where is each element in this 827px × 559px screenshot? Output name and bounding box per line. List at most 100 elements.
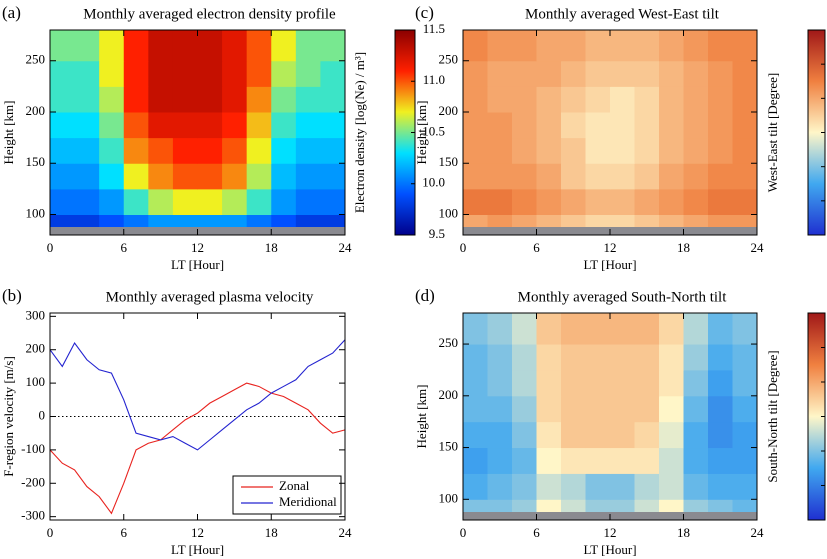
heat-cell: [222, 86, 248, 113]
heat-cell: [50, 163, 76, 190]
heat-cell: [610, 86, 635, 113]
heat-cell: [585, 447, 611, 474]
heat-cell: [222, 60, 248, 87]
y-tick-label: 200: [439, 103, 459, 118]
heat-cell: [197, 60, 223, 87]
heat-cell: [246, 188, 272, 215]
heat-cell: [463, 60, 488, 87]
x-tick-label: 0: [460, 525, 467, 540]
x-tick-label: 0: [47, 240, 54, 255]
heat-cell: [463, 421, 488, 449]
heat-cell: [246, 137, 272, 164]
heat-cell: [295, 163, 321, 190]
heat-cell: [708, 137, 733, 164]
heat-cell: [610, 369, 635, 397]
heat-cell: [683, 163, 709, 190]
heat-cell: [512, 60, 537, 87]
heat-cell: [487, 421, 513, 449]
heat-cell: [512, 395, 537, 423]
heat-cell: [148, 60, 174, 87]
heat-cell: [172, 30, 198, 62]
heat-cell: [634, 395, 660, 423]
heat-cell: [487, 369, 513, 397]
x-tick-label: 6: [533, 525, 540, 540]
x-tick-label: 18: [265, 525, 278, 540]
heat-cell: [295, 188, 321, 215]
heat-cell: [536, 395, 562, 423]
heat-cell: [172, 86, 198, 113]
heat-cell: [487, 188, 513, 215]
heat-cell: [708, 188, 733, 215]
heat-cell: [512, 369, 537, 397]
heat-cell: [50, 188, 76, 215]
heat-cell: [512, 86, 537, 113]
y-tick-label: 200: [26, 341, 46, 356]
heat-cell: [659, 369, 684, 397]
heat-cell: [536, 313, 562, 345]
x-tick-label: 18: [677, 525, 690, 540]
heat-cell: [536, 163, 562, 190]
heat-cell: [222, 163, 248, 190]
heat-cell: [610, 188, 635, 215]
heat-cell: [246, 112, 272, 139]
heat-cell: [123, 30, 149, 62]
heat-cell: [536, 137, 562, 164]
heat-cell: [610, 421, 635, 449]
x-tick-label: 24: [339, 525, 353, 540]
heat-cell: [683, 344, 709, 371]
heat-cell: [463, 473, 488, 500]
heat-cell: [536, 112, 562, 139]
colorbar-label: West-East tilt [Degree]: [765, 73, 780, 193]
colorbar-tick-label: 10.5: [422, 123, 445, 138]
heat-cell: [148, 188, 174, 215]
heat-cell: [708, 112, 733, 139]
heat-cell: [683, 60, 709, 87]
x-tick-label: 0: [47, 525, 54, 540]
heat-cell: [659, 137, 684, 164]
y-tick-label: 250: [439, 52, 459, 67]
x-tick-label: 24: [751, 240, 765, 255]
heat-cell: [271, 163, 297, 190]
heat-cell: [512, 137, 537, 164]
heat-cell: [99, 188, 125, 215]
heat-cell: [585, 344, 611, 371]
heat-cell: [99, 112, 125, 139]
chart-title: Monthly averaged plasma velocity: [106, 289, 314, 305]
heat-cell: [487, 313, 513, 345]
heat-cell: [295, 86, 321, 113]
heat-cell: [148, 30, 174, 62]
heat-cell: [634, 86, 660, 113]
heat-cell: [634, 313, 660, 345]
heat-cell: [610, 112, 635, 139]
heat-cell: [536, 344, 562, 371]
colorbar-tick-label: 9.5: [429, 226, 445, 241]
heat-cell: [222, 188, 248, 215]
heat-cell: [148, 86, 174, 113]
heat-cell: [148, 137, 174, 164]
heat-cell: [732, 421, 758, 449]
colorbar-tick-label: 10.0: [422, 175, 445, 190]
heat-cell: [487, 473, 513, 500]
heat-cell: [683, 395, 709, 423]
heat-cell: [512, 313, 537, 345]
heat-cell: [197, 188, 223, 215]
panel-label: (c): [415, 3, 434, 22]
heat-cell: [271, 86, 297, 113]
heat-cell: [585, 188, 611, 215]
heat-cell: [148, 112, 174, 139]
heat-cell: [123, 137, 149, 164]
heat-cell: [659, 60, 684, 87]
heat-cell: [320, 86, 346, 113]
heat-cell: [320, 30, 346, 62]
heat-cell: [197, 112, 223, 139]
heat-cell: [74, 112, 100, 139]
colorbar-tick-label: 11.5: [423, 21, 445, 36]
heat-cell: [512, 421, 537, 449]
heat-cell: [123, 60, 149, 87]
heat-cell: [634, 447, 660, 474]
heat-cell: [463, 369, 488, 397]
legend-label: Meridional: [279, 494, 337, 509]
y-tick-label: 300: [26, 307, 46, 322]
y-axis-label: Height [km]: [414, 101, 429, 165]
heat-cell: [320, 112, 346, 139]
